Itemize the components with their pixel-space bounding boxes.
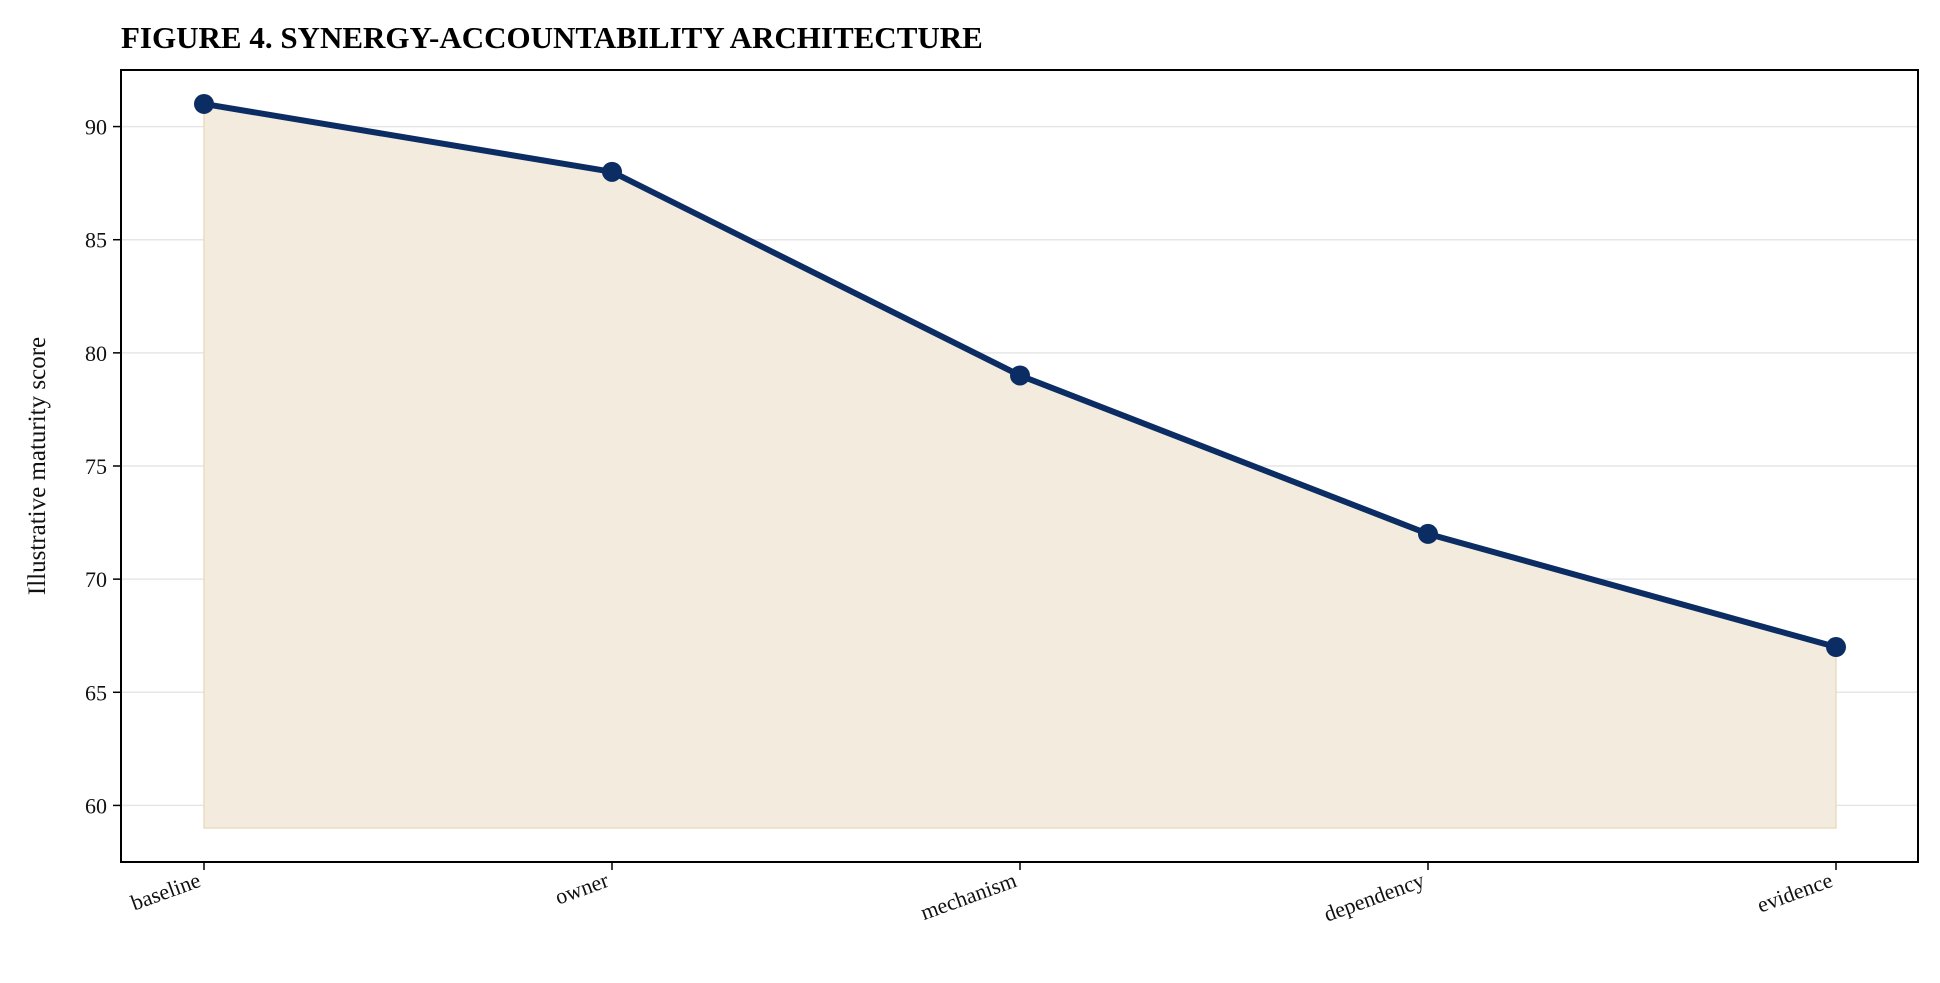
data-point — [1418, 523, 1438, 544]
x-tick-label: owner — [551, 867, 612, 910]
y-tick-label: 75 — [85, 454, 107, 479]
data-point-layer — [194, 93, 1846, 658]
y-tick-label: 70 — [85, 567, 107, 592]
x-tick-label: mechanism — [917, 867, 1020, 925]
data-point — [194, 93, 214, 114]
y-tick-label: 85 — [85, 228, 107, 253]
y-tick-label: 90 — [85, 115, 107, 140]
x-axis-ticks: baseline owner mechanism dependency evidence — [127, 862, 1837, 927]
data-point — [1826, 637, 1846, 658]
y-tick-label: 65 — [85, 680, 107, 705]
data-point — [1010, 365, 1030, 386]
y-axis-ticks: 60 65 70 75 80 85 90 — [85, 115, 121, 818]
y-axis-label: Illustrative maturity score — [24, 337, 51, 595]
chart-title: FIGURE 4. SYNERGY-ACCOUNTABILITY ARCHITE… — [121, 20, 983, 55]
x-tick-label: evidence — [1754, 867, 1836, 917]
data-point — [602, 161, 622, 182]
y-tick-label: 60 — [85, 793, 107, 818]
y-tick-label: 80 — [85, 341, 107, 366]
x-tick-label: baseline — [127, 867, 203, 915]
x-tick-label: dependency — [1320, 867, 1427, 926]
